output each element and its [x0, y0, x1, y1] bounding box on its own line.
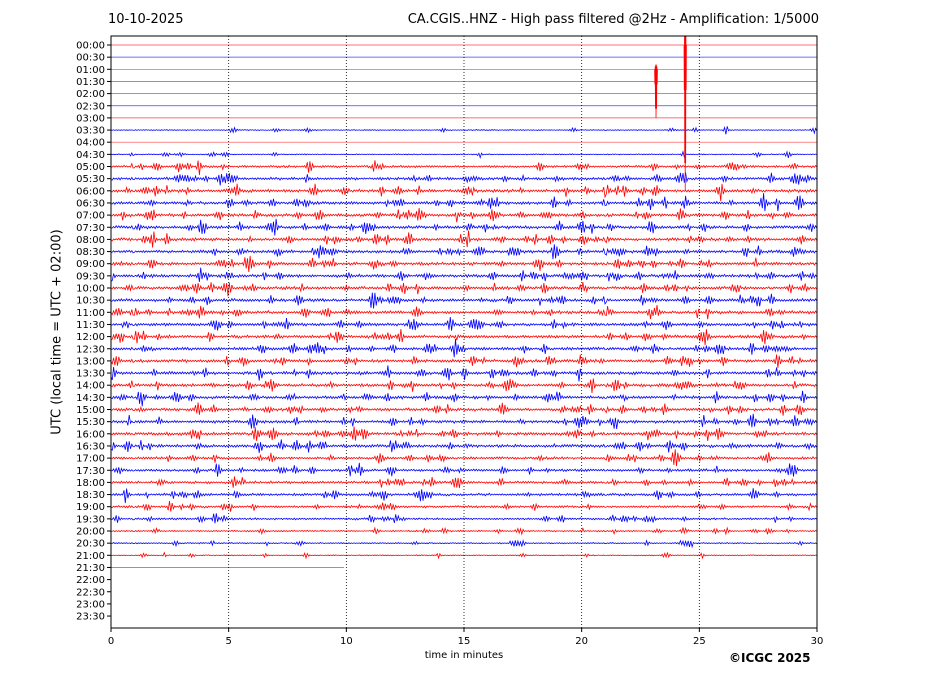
- trace-0930: [110, 267, 818, 283]
- trace-1130: [110, 317, 818, 331]
- y-tick-label-0130: 01:30: [76, 77, 105, 88]
- grid-layer: [228, 36, 700, 628]
- x-tick-label-0: 0: [108, 636, 114, 647]
- trace-0900: [110, 255, 818, 272]
- y-tick-label-0700: 07:00: [76, 211, 105, 222]
- y-tick-label-1530: 15:30: [76, 417, 105, 428]
- y-tick-label-1330: 13:30: [76, 369, 105, 380]
- trace-1700: [110, 449, 818, 467]
- y-tick-label-1430: 14:30: [76, 393, 105, 404]
- y-tick-label-1130: 11:30: [76, 320, 105, 331]
- x-tick-label-30: 30: [811, 636, 824, 647]
- trace-0530: [110, 172, 818, 186]
- trace-1900: [110, 500, 818, 512]
- x-tick-label-20: 20: [575, 636, 588, 647]
- trace-0330: [110, 126, 818, 135]
- y-tick-label-1730: 17:30: [76, 466, 105, 477]
- y-tick-label-0230: 02:30: [76, 101, 105, 112]
- x-tick-label-25: 25: [693, 636, 706, 647]
- y-tick-label-1830: 18:30: [76, 490, 105, 501]
- trace-1600: [110, 426, 818, 442]
- y-tick-label-1230: 12:30: [76, 344, 105, 355]
- trace-1030: [110, 292, 818, 309]
- trace-1300: [110, 354, 818, 368]
- plot-frame: [110, 35, 818, 629]
- y-tick-label-1700: 17:00: [76, 454, 105, 465]
- y-tick-label-2000: 20:00: [76, 527, 105, 538]
- trace-1330: [110, 365, 818, 382]
- y-tick-label-1900: 19:00: [76, 502, 105, 513]
- trace-1800: [110, 476, 818, 489]
- y-tick-label-0500: 05:00: [76, 162, 105, 173]
- y-tick-label-1800: 18:00: [76, 478, 105, 489]
- y-tick-label-0400: 04:00: [76, 138, 105, 149]
- event-0: [654, 64, 658, 118]
- y-tick-label-0730: 07:30: [76, 223, 105, 234]
- y-tick-label-0630: 06:30: [76, 198, 105, 209]
- y-tick-label-0600: 06:00: [76, 186, 105, 197]
- x-tick-label-10: 10: [340, 636, 353, 647]
- trace-0700: [110, 207, 818, 223]
- chart-date: 10-10-2025: [108, 12, 184, 27]
- y-tick-label-2330: 23:30: [76, 612, 105, 623]
- trace-2000: [110, 526, 818, 536]
- y-tick-label-1200: 12:00: [76, 332, 105, 343]
- y-tick-label-1630: 16:30: [76, 441, 105, 452]
- y-tick-label-0800: 08:00: [76, 235, 105, 246]
- y-tick-label-0030: 00:30: [76, 53, 105, 64]
- trace-1930: [110, 513, 818, 524]
- y-tick-label-0430: 04:30: [76, 150, 105, 161]
- trace-0730: [110, 218, 818, 236]
- y-tick-label-2030: 20:30: [76, 539, 105, 550]
- y-tick-label-2200: 22:00: [76, 575, 105, 586]
- y-tick-label-0900: 09:00: [76, 259, 105, 270]
- trace-1830: [110, 488, 818, 504]
- y-tick-label-0200: 02:00: [76, 89, 105, 100]
- trace-0630: [110, 193, 818, 212]
- chart-title: CA.CGIS..HNZ - High pass filtered @2Hz -…: [407, 12, 819, 27]
- trace-1530: [110, 413, 818, 429]
- trace-layer: [110, 35, 818, 568]
- y-tick-label-2300: 23:00: [76, 599, 105, 610]
- y-tick-label-1300: 13:00: [76, 356, 105, 367]
- y-tick-label-1100: 11:00: [76, 308, 105, 319]
- y-tick-label-1930: 19:30: [76, 514, 105, 525]
- event-1: [683, 35, 687, 191]
- trace-0800: [110, 230, 818, 248]
- copyright-notice: ©ICGC 2025: [729, 651, 811, 665]
- trace-0500: [110, 160, 818, 176]
- trace-1400: [110, 378, 818, 394]
- y-tick-label-0530: 05:30: [76, 174, 105, 185]
- y-tick-label-1600: 16:00: [76, 429, 105, 440]
- trace-0430: [110, 150, 818, 159]
- y-tick-label-0930: 09:30: [76, 271, 105, 282]
- trace-0830: [110, 244, 818, 260]
- trace-1630: [110, 439, 818, 453]
- y-tick-label-0000: 00:00: [76, 41, 105, 52]
- x-tick-label-5: 5: [225, 636, 231, 647]
- x-tick-label-15: 15: [458, 636, 471, 647]
- y-tick-label-0100: 01:00: [76, 65, 105, 76]
- y-tick-label-1500: 15:00: [76, 405, 105, 416]
- y-tick-label-2100: 21:00: [76, 551, 105, 562]
- y-tick-label-2230: 22:30: [76, 587, 105, 598]
- trace-1730: [110, 462, 818, 477]
- y-tick-label-2130: 21:30: [76, 563, 105, 574]
- tick-layer: 0 5 10 15 20 25 30 00:0000:3001:0001:3002:0002:…: [76, 41, 823, 648]
- trace-0600: [110, 183, 818, 202]
- y-tick-label-0330: 03:30: [76, 126, 105, 137]
- trace-1500: [110, 402, 818, 416]
- y-tick-label-0830: 08:30: [76, 247, 105, 258]
- y-tick-label-1030: 10:30: [76, 296, 105, 307]
- y-tick-label-0300: 03:00: [76, 113, 105, 124]
- y-tick-label-1000: 10:00: [76, 284, 105, 295]
- x-axis-label: time in minutes: [424, 650, 504, 661]
- y-tick-label-1400: 14:00: [76, 381, 105, 392]
